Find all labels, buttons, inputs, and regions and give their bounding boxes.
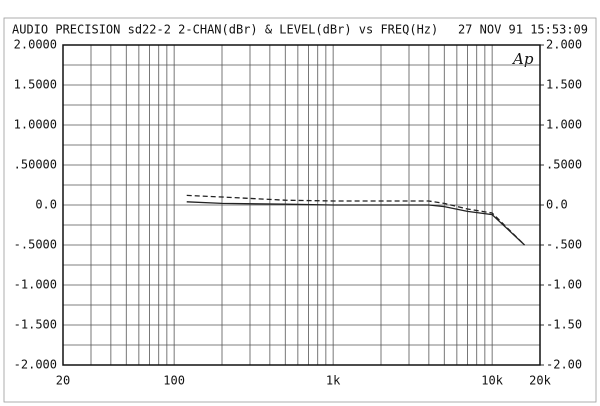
data-line <box>186 201 526 246</box>
y-tick-label: -.5000 <box>14 238 57 252</box>
x-tick-label: 20 <box>56 374 70 388</box>
y-tick-label: -1.000 <box>14 278 57 292</box>
y2-tick-label: 0.0 <box>546 198 568 212</box>
data-line <box>186 194 526 246</box>
y2-tick-label: -1.50 <box>546 318 582 332</box>
y2-tick-label: -.500 <box>546 238 582 252</box>
y-tick-label: -1.500 <box>14 318 57 332</box>
timestamp: 27 NOV 91 15:53:09 <box>458 23 588 37</box>
x-tick-label: 1k <box>326 374 341 388</box>
x-tick-label: 100 <box>163 374 185 388</box>
y-tick-label: 1.0000 <box>14 118 57 132</box>
y-tick-label: 2.0000 <box>14 38 57 52</box>
y-tick-label: 0.0 <box>35 198 57 212</box>
x-tick-label: 20k <box>529 374 551 388</box>
logo: Ap <box>511 50 534 68</box>
y2-tick-label: 1.000 <box>546 118 582 132</box>
plot-frame <box>62 44 541 366</box>
y2-tick-label: 2.000 <box>546 38 582 52</box>
x-tick-label: 10k <box>481 374 503 388</box>
y2-tick-label: -1.00 <box>546 278 582 292</box>
y2-tick-label: -2.00 <box>546 358 582 372</box>
y-tick-label: 1.5000 <box>14 78 57 92</box>
chart-title: AUDIO PRECISION sd22-2 2-CHAN(dBr) & LEV… <box>12 23 438 37</box>
y-tick-label: .50000 <box>14 158 57 172</box>
y2-tick-label: 1.500 <box>546 78 582 92</box>
y-tick-label: -2.000 <box>14 358 57 372</box>
page-frame <box>3 17 597 403</box>
y2-tick-label: .5000 <box>546 158 582 172</box>
